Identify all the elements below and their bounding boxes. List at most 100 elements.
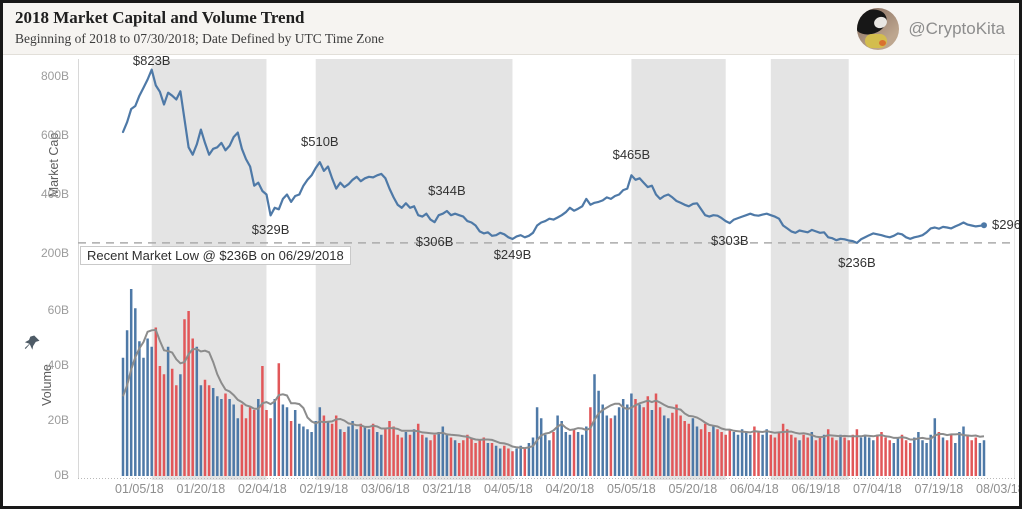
- volume-bar: [252, 410, 256, 476]
- volume-bar: [265, 410, 268, 476]
- volume-bar: [974, 437, 978, 476]
- volume-bar: [572, 429, 576, 476]
- volume-bar: [814, 440, 818, 476]
- volume-bar: [388, 421, 391, 476]
- volume-bar: [183, 319, 186, 476]
- volume-bar: [187, 311, 190, 476]
- volume-bar: [334, 415, 338, 476]
- volume-bar: [683, 421, 686, 476]
- volume-bar: [175, 385, 178, 476]
- volume-bar: [826, 429, 830, 476]
- volume-bar: [962, 426, 965, 476]
- volume-bar: [425, 437, 428, 476]
- volume-bar: [839, 434, 842, 476]
- volume-bar: [412, 429, 416, 476]
- volume-bar: [609, 418, 613, 476]
- x-axis-label: 04/05/18: [484, 482, 533, 496]
- x-axis-label: 05/20/18: [668, 482, 718, 496]
- x-axis-label: 01/05/18: [115, 482, 164, 496]
- volume-bar: [556, 415, 559, 476]
- volume-bar: [404, 432, 408, 476]
- volume-bar: [322, 415, 326, 476]
- volume-bar: [490, 443, 494, 476]
- volume-bar: [757, 432, 760, 476]
- volume-bar: [843, 437, 846, 476]
- volume-bar: [982, 440, 986, 476]
- volume-bar: [667, 418, 670, 476]
- volume-bar: [662, 415, 666, 476]
- volume-bar: [896, 437, 900, 476]
- x-axis-label: 07/19/18: [914, 482, 964, 496]
- x-axis-label: 01/20/18: [176, 482, 226, 496]
- volume-bar: [314, 421, 317, 476]
- volume-bar: [626, 404, 629, 476]
- pin-icon: [24, 335, 40, 350]
- x-axis-label: 06/19/18: [791, 482, 841, 496]
- volume-bar: [306, 429, 309, 476]
- volume-bar: [638, 404, 641, 476]
- volume-bar: [761, 434, 764, 476]
- market-cap-tick-label: 600B: [40, 127, 69, 142]
- volume-bar: [519, 445, 522, 476]
- volume-bar: [531, 437, 535, 476]
- avatar[interactable]: [857, 8, 900, 50]
- market-cap-tick-label: 200B: [40, 245, 69, 260]
- annotation-306b: $306B: [415, 234, 454, 250]
- volume-bar: [679, 415, 682, 476]
- volume-tick-label: 40B: [47, 358, 69, 372]
- volume-bar: [671, 412, 674, 476]
- volume-bar: [466, 434, 469, 476]
- volume-bar: [831, 437, 834, 476]
- volume-bar: [749, 434, 752, 476]
- volume-bar: [908, 443, 912, 476]
- volume-bar: [650, 410, 654, 476]
- volume-bar: [539, 418, 543, 476]
- volume-bar: [564, 432, 568, 476]
- volume-bar: [716, 429, 719, 476]
- volume-bar: [687, 423, 691, 476]
- volume-bar: [617, 407, 621, 476]
- volume-bar: [732, 432, 736, 476]
- volume-bar: [646, 396, 650, 476]
- volume-bar: [248, 407, 252, 476]
- volume-bar: [429, 440, 432, 476]
- x-axis-label: 08/03/18: [976, 482, 1022, 496]
- volume-bar: [474, 443, 477, 476]
- volume-tick-label: 60B: [47, 303, 69, 317]
- volume-tick-label: 20B: [47, 413, 69, 427]
- volume-bar: [634, 399, 637, 476]
- volume-bar: [363, 426, 367, 476]
- annotation-249b: $249B: [493, 247, 532, 263]
- recent-low-note: Recent Market Low @ $236B on 06/29/2018: [80, 246, 351, 265]
- volume-bar: [285, 407, 289, 476]
- x-axis-label: 04/20/18: [545, 482, 595, 496]
- volume-bar: [211, 388, 215, 476]
- volume-bar: [921, 440, 924, 476]
- volume-bar: [785, 429, 789, 476]
- volume-bar: [872, 440, 875, 476]
- volume-bar: [470, 437, 473, 476]
- volume-bar: [375, 432, 379, 476]
- volume-bar: [859, 437, 863, 476]
- volume-bar: [699, 429, 703, 476]
- volume-bar: [433, 434, 436, 476]
- volume-bar: [593, 374, 596, 476]
- volume-bar: [244, 418, 248, 476]
- volume-bar: [166, 346, 170, 476]
- volume-bar: [913, 437, 916, 476]
- volume-bar: [724, 434, 727, 476]
- x-axis-label: 06/04/18: [730, 482, 779, 496]
- volume-bar: [867, 437, 871, 476]
- volume-bar: [453, 440, 457, 476]
- volume-bar: [236, 418, 240, 476]
- volume-bar: [585, 426, 588, 476]
- volume-bar: [736, 434, 740, 476]
- volume-bar: [576, 432, 580, 476]
- twitter-handle[interactable]: @CryptoKita: [908, 19, 1005, 38]
- volume-bar: [703, 423, 707, 476]
- volume-bar: [601, 404, 604, 476]
- volume-bar: [486, 443, 490, 476]
- volume-bar: [863, 434, 867, 476]
- volume-bar: [457, 443, 461, 476]
- volume-bar: [371, 423, 375, 476]
